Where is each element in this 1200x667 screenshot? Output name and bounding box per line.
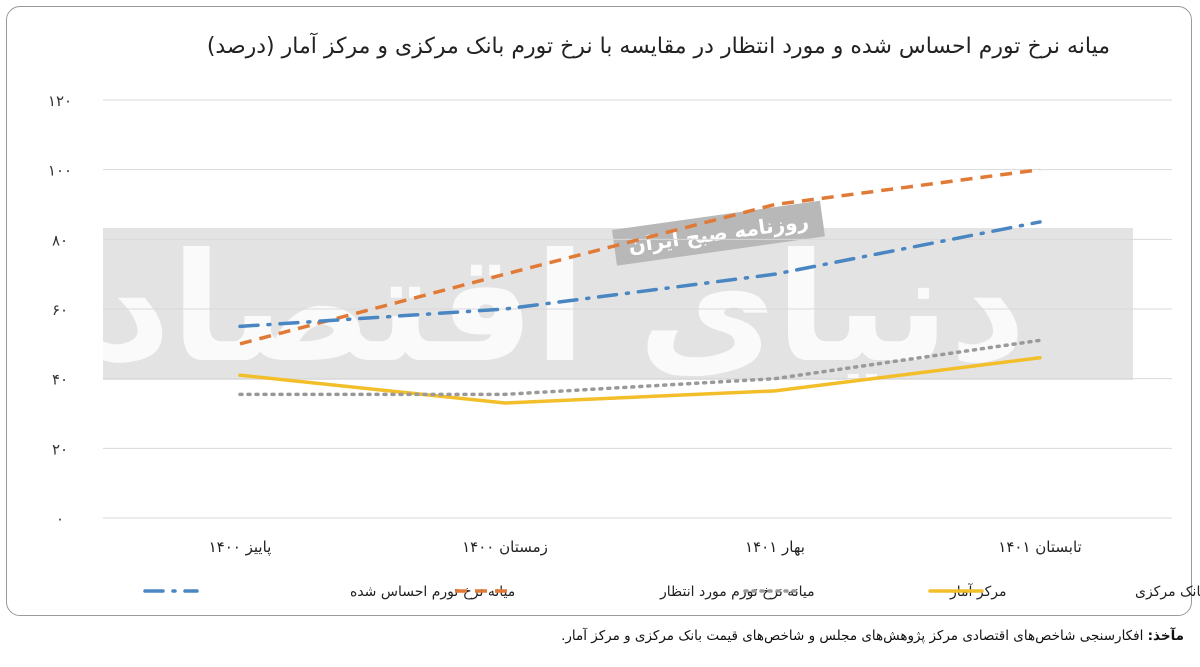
x-category-label: بهار ۱۴۰۱ [745,538,805,556]
source-text: افکارسنجی شاخص‌های اقتصادی مرکز پژوهش‌ها… [561,628,1148,644]
chart-title: میانه نرخ تورم احساس شده و مورد انتظار د… [206,34,1110,59]
series-line [238,356,1042,405]
series-lines [238,167,1042,405]
x-category-label: زمستان ۱۴۰۰ [462,538,548,556]
source-prefix: مآخذ: [1147,628,1184,644]
x-category-label: تابستان ۱۴۰۱ [998,538,1081,556]
series-line [238,220,1042,329]
y-tick-label: ۸۰ [52,231,68,249]
x-category-label: پاییز ۱۴۰۰ [209,538,272,557]
watermark-sub-badge [612,200,825,266]
legend-label: بانک مرکزی [1135,584,1200,600]
y-tick-label: ۱۲۰ [48,92,72,110]
series-line [239,167,1041,346]
x-axis-categories: پاییز ۱۴۰۰ زمستان ۱۴۰۰ بهار ۱۴۰۱ تابستان ۱۴… [209,538,1082,557]
y-tick-label: ۲۰ [52,440,68,458]
gridlines [103,99,1172,519]
legend-label: میانه نرخ تورم مورد انتظار [659,584,815,600]
legend: میانه نرخ تورم احساس شده میانه نرخ تورم م… [143,583,1200,600]
y-axis-ticks: ۰ ۲۰ ۴۰ ۶۰ ۸۰ ۱۰۰ ۱۲۰ [48,92,72,528]
y-tick-label: ۴۰ [52,371,68,389]
legend-label: میانه نرخ تورم احساس شده [350,584,515,600]
y-tick-label: ۶۰ [52,301,68,319]
y-tick-label: ۰ [56,510,64,528]
series-line [238,338,1042,397]
source-note: مآخذ: افکارسنجی شاخص‌های اقتصادی مرکز پژ… [4,628,1184,644]
y-tick-label: ۱۰۰ [48,162,72,180]
chart-frame [6,6,1192,616]
